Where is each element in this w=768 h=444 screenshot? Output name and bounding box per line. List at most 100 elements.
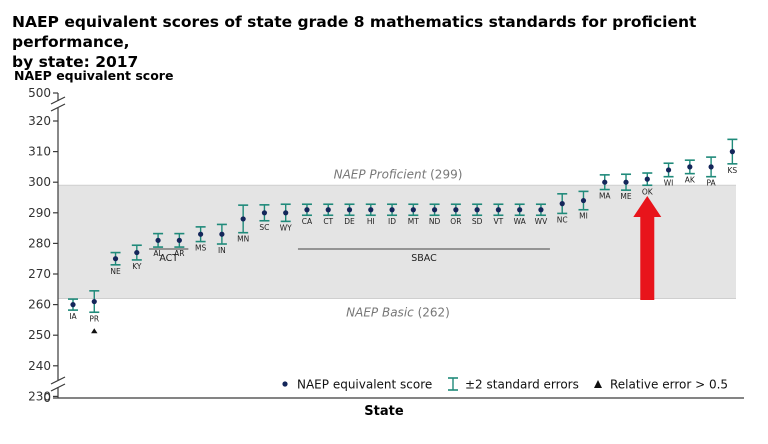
chart-title-line-1: NAEP equivalent scores of state grade 8 …	[12, 13, 697, 51]
state-label-ND: ND	[429, 217, 441, 226]
y-tick-label-500: 500	[28, 86, 51, 100]
state-label-KY: KY	[132, 262, 142, 271]
chart-title-line-2: by state: 2017	[12, 53, 139, 71]
state-label-NE: NE	[110, 267, 121, 276]
band-label-value-1: (262)	[414, 305, 450, 319]
state-label-DE: DE	[344, 217, 355, 226]
legend: NAEP equivalent score ±2 standard errors R…	[282, 377, 728, 392]
band-label-0: NAEP Proficient (299)	[334, 167, 463, 181]
point-CA	[304, 207, 310, 213]
point-MT	[410, 207, 416, 213]
data-marks: IA PR NE KY AL AR MS IN MN SC WY CA CT DE HI ID MT ND OR SD…	[68, 138, 738, 334]
point-IA	[70, 302, 76, 308]
state-label-AL: AL	[153, 249, 163, 258]
state-label-PA: PA	[707, 179, 717, 188]
state-label-HI: HI	[367, 217, 375, 226]
state-label-CA: CA	[302, 217, 313, 226]
y-tick-label-240: 240	[28, 359, 51, 373]
point-HI	[368, 207, 374, 213]
legend-label-0: NAEP equivalent score	[297, 378, 432, 392]
state-label-SD: SD	[472, 217, 483, 226]
y-tick-label-260: 260	[28, 298, 51, 312]
point-AK	[687, 164, 693, 170]
y-axis-break-bottom-a	[50, 376, 66, 385]
x-axis-title: State	[364, 404, 404, 419]
state-label-VT: VT	[494, 217, 504, 226]
band-label-name-1: NAEP Basic	[346, 305, 414, 319]
chart-title: NAEP equivalent scores of state grade 8 …	[12, 12, 752, 72]
state-label-AK: AK	[685, 176, 696, 185]
point-KS	[729, 149, 735, 155]
point-WA	[517, 207, 523, 213]
group-label-sbac: SBAC	[411, 253, 437, 264]
state-label-ME: ME	[620, 192, 631, 201]
state-label-PR: PR	[89, 314, 99, 323]
point-AR	[176, 237, 182, 243]
y-tick-label-250: 250	[28, 328, 51, 342]
band-label-value-0: (299)	[426, 167, 462, 181]
legend-error-bar-icon	[448, 377, 458, 391]
point-MN	[240, 216, 246, 222]
band-label-name-0: NAEP Proficient	[334, 167, 428, 181]
state-label-ID: ID	[388, 217, 396, 226]
point-MS	[198, 231, 204, 237]
proficiency-band-layer: NAEP Proficient (299) NAEP Basic (262)	[58, 167, 736, 319]
point-WV	[538, 207, 544, 213]
group-brackets: ACT SBAC	[149, 248, 550, 264]
annotation-arrow-layer	[633, 196, 662, 300]
y-axis-title: NAEP equivalent score	[14, 68, 174, 83]
point-AL	[155, 237, 161, 243]
point-OR	[453, 207, 459, 213]
y-tick-label-0: 0	[43, 391, 51, 405]
point-DE	[346, 207, 353, 213]
point-SD	[474, 207, 480, 213]
y-axis-break-top-a	[50, 96, 66, 105]
state-label-WA: WA	[514, 217, 527, 226]
state-label-NC: NC	[557, 215, 568, 224]
legend-label-1: ±2 standard errors	[465, 378, 579, 392]
point-NE	[112, 256, 119, 262]
band-label-1: NAEP Basic (262)	[346, 305, 450, 319]
y-tick-label-290: 290	[28, 206, 51, 220]
point-ND	[431, 207, 438, 213]
state-label-MT: MT	[408, 217, 419, 226]
legend-label-2: Relative error > 0.5	[610, 378, 728, 392]
state-label-SC: SC	[259, 223, 269, 232]
legend-triangle-icon	[594, 380, 602, 388]
y-tick-label-310: 310	[28, 145, 51, 159]
state-label-KS: KS	[728, 166, 738, 175]
legend-point-icon	[282, 381, 288, 387]
point-CT	[325, 207, 331, 213]
point-NC	[559, 201, 565, 207]
group-label-act: ACT	[159, 253, 178, 264]
state-label-MN: MN	[237, 235, 249, 244]
point-KY	[134, 249, 140, 256]
state-label-OR: OR	[450, 217, 461, 226]
state-label-IN: IN	[218, 246, 226, 255]
point-PA	[708, 164, 714, 170]
annotation-arrow-OK	[633, 196, 662, 300]
point-VT	[495, 207, 501, 213]
point-IN	[219, 231, 225, 237]
y-tick-label-270: 270	[28, 267, 51, 281]
state-label-CT: CT	[323, 217, 333, 226]
point-SC	[261, 210, 268, 216]
y-tick-label-320: 320	[28, 114, 51, 128]
state-label-IA: IA	[69, 312, 77, 321]
point-WI	[665, 167, 672, 173]
state-label-WI: WI	[664, 179, 674, 188]
point-MA	[602, 179, 608, 185]
point-OK	[644, 176, 650, 182]
state-label-OK: OK	[642, 187, 654, 196]
state-label-MS: MS	[195, 244, 206, 253]
state-label-MA: MA	[599, 192, 611, 201]
state-label-AR: AR	[174, 249, 184, 258]
relative-error-flag-PR	[91, 328, 98, 334]
y-tick-label-300: 300	[28, 175, 51, 189]
y-tick-label-230: 230	[28, 389, 51, 403]
point-ME	[623, 179, 629, 185]
y-axis-break-bottom-b	[50, 383, 66, 392]
y-axis-break-top-b	[50, 103, 66, 112]
